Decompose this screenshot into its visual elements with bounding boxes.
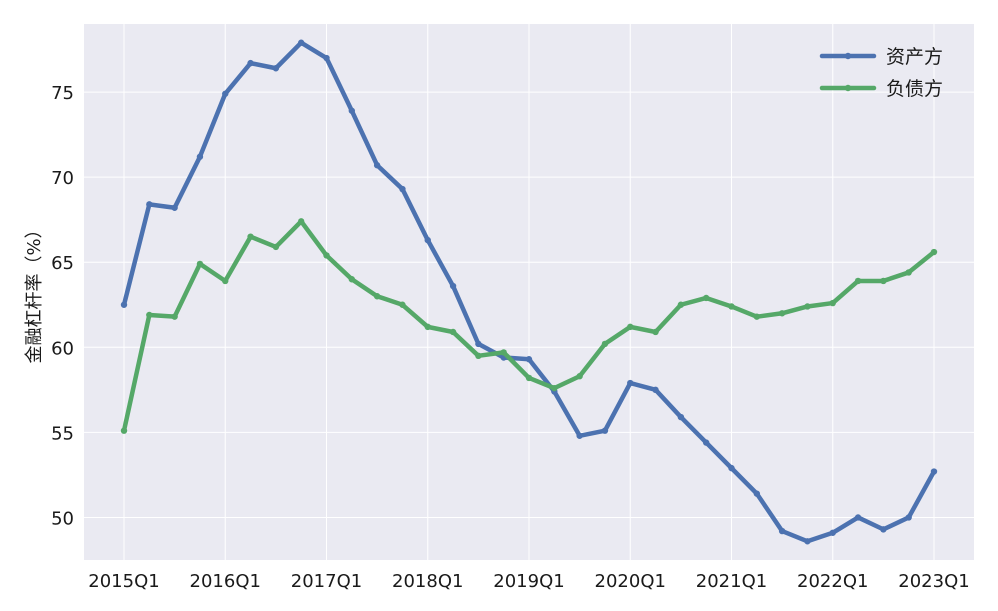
data-point (196, 153, 204, 160)
data-point (728, 303, 735, 310)
data-point (627, 379, 634, 387)
data-point (652, 386, 659, 394)
data-point (171, 204, 178, 211)
data-point (222, 90, 229, 97)
x-tick-label: 2021Q1 (696, 571, 767, 592)
data-point (297, 39, 305, 46)
data-point (146, 311, 153, 319)
data-point (601, 427, 609, 434)
data-point (880, 526, 887, 533)
y-tick-label: 55 (51, 423, 74, 444)
data-point (247, 233, 254, 240)
data-point (146, 201, 153, 208)
data-point (348, 276, 356, 283)
x-tick-label: 2023Q1 (898, 571, 969, 592)
x-tick-label: 2018Q1 (392, 571, 463, 592)
x-tick-label: 2017Q1 (291, 571, 362, 592)
data-point (247, 59, 254, 67)
data-point (475, 352, 482, 360)
legend-marker (844, 84, 852, 92)
y-tick-label: 75 (51, 83, 74, 104)
data-point (652, 328, 659, 336)
data-point (120, 301, 128, 308)
y-tick-label: 50 (51, 508, 74, 529)
data-point (373, 162, 381, 169)
data-point (753, 490, 761, 497)
x-tick-label: 2019Q1 (493, 571, 564, 592)
data-point (348, 107, 356, 114)
data-point (424, 323, 431, 331)
data-point (778, 527, 786, 535)
data-point (753, 313, 761, 320)
data-point (702, 294, 710, 302)
grid (84, 24, 974, 560)
data-point (930, 248, 938, 256)
data-point (475, 340, 482, 348)
series-layer (120, 39, 938, 545)
x-tick-label: 2020Q1 (595, 571, 666, 592)
data-point (576, 432, 583, 439)
data-point (323, 252, 330, 259)
data-point (525, 374, 533, 382)
data-point (627, 323, 634, 331)
data-point (222, 277, 229, 285)
legend-label: 负债方 (886, 78, 943, 100)
data-point (272, 243, 280, 251)
legend-label: 资产方 (886, 46, 943, 68)
data-point (449, 328, 457, 336)
x-tick-label: 2016Q1 (190, 571, 261, 592)
data-point (702, 439, 710, 446)
data-point (677, 301, 685, 308)
y-axis: 50 55 60 65 70 75 (51, 83, 74, 529)
x-tick-label: 2022Q1 (797, 571, 868, 592)
data-point (601, 340, 609, 348)
data-point (373, 293, 381, 300)
data-point (854, 277, 862, 285)
data-point (930, 468, 938, 475)
data-point (323, 54, 330, 62)
data-point (399, 185, 406, 193)
data-point (525, 356, 533, 363)
x-tick-label: 2015Q1 (88, 571, 159, 592)
data-point (804, 538, 811, 545)
data-point (449, 282, 457, 290)
data-point (272, 65, 280, 72)
series-2 (120, 218, 938, 434)
data-point (804, 303, 811, 310)
data-point (880, 277, 887, 285)
y-tick-label: 65 (51, 253, 74, 274)
data-point (297, 218, 305, 225)
x-axis: 2015Q1 2016Q1 2017Q1 2018Q1 2019Q1 2020Q1 2021… (88, 571, 969, 592)
data-point (551, 384, 558, 392)
data-point (829, 529, 836, 536)
data-point (171, 313, 178, 320)
data-point (905, 514, 912, 521)
series-1 (120, 39, 938, 545)
y-tick-label: 60 (51, 338, 74, 359)
data-point (576, 373, 583, 380)
data-point (424, 236, 431, 244)
data-point (829, 299, 836, 307)
data-point (120, 427, 128, 434)
data-point (728, 464, 735, 472)
data-point (677, 413, 685, 421)
data-point (905, 269, 912, 276)
data-point (854, 514, 862, 521)
data-point (778, 310, 786, 317)
y-axis-title: 金融杠杆率（%） (24, 220, 45, 363)
data-point (500, 349, 507, 356)
data-point (196, 260, 204, 268)
data-point (399, 301, 406, 308)
y-tick-label: 70 (51, 168, 74, 189)
legend-marker (844, 52, 852, 60)
